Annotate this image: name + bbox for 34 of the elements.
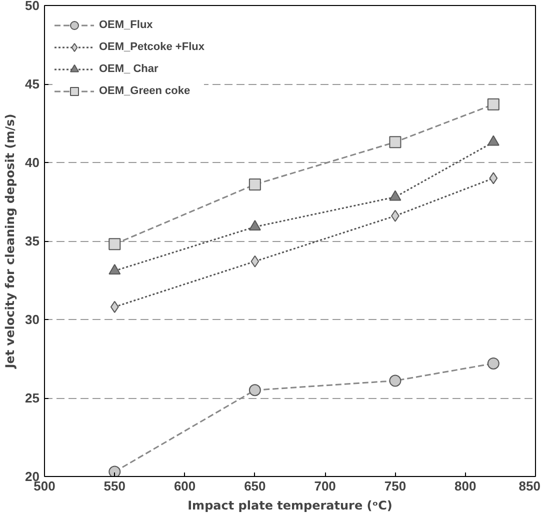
- x-tick-label: 750: [384, 478, 406, 494]
- point: [248, 220, 261, 231]
- point: [487, 357, 500, 370]
- legend-label: OEM_Petcoke +Flux: [99, 41, 204, 53]
- legend-label: OEM_Flux: [99, 19, 153, 31]
- y-tick-label: 40: [25, 155, 40, 170]
- x-tick-label: 550: [104, 478, 126, 494]
- point: [487, 135, 500, 146]
- y-tick-label: 30: [25, 312, 40, 327]
- point: [389, 136, 402, 148]
- point: [489, 172, 498, 184]
- point: [110, 300, 119, 313]
- point: [248, 384, 261, 396]
- x-tick-label: 700: [314, 478, 336, 494]
- point: [487, 98, 500, 110]
- point: [248, 178, 261, 190]
- y-axis-title: Jet velocity for cleaning deposit (m/s): [3, 114, 18, 370]
- x-tick-label: 800: [454, 478, 476, 494]
- legend-label: OEM_ Char: [99, 63, 158, 75]
- x-tick-label: 600: [174, 478, 196, 494]
- point: [108, 238, 121, 250]
- point: [389, 190, 402, 201]
- point: [108, 264, 121, 275]
- y-tick-label: 50: [25, 0, 40, 13]
- point: [108, 466, 121, 476]
- legend-label: OEM_Green coke: [99, 85, 190, 97]
- point: [389, 374, 402, 387]
- y-tick-label: 45: [25, 76, 40, 92]
- x-tick-label: 850: [518, 478, 541, 494]
- x-tick-label: 650: [244, 478, 266, 494]
- x-axis-title: Impact plate temperature (ᵒC): [188, 498, 392, 512]
- point: [250, 255, 260, 268]
- y-tick-label: 25: [25, 390, 40, 406]
- y-tick-label: 35: [25, 234, 40, 248]
